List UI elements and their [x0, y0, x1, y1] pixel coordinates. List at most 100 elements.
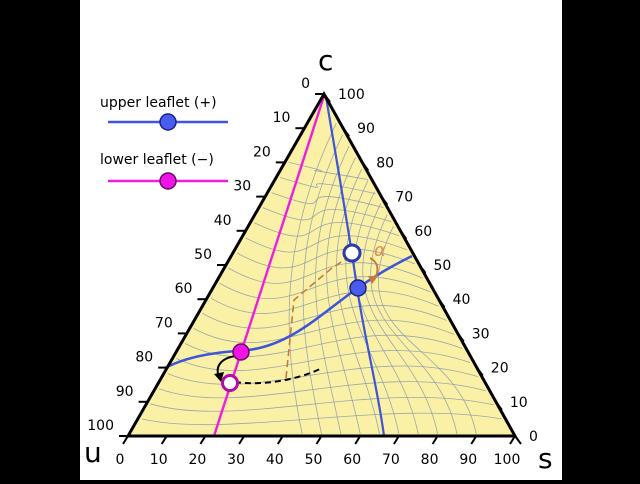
- contour-line: [141, 412, 502, 426]
- phase-triangle: [128, 94, 515, 436]
- left-tick-label: 50: [194, 247, 212, 263]
- left-tick-label: 40: [214, 213, 232, 229]
- contour-line: [202, 305, 447, 329]
- bottom-tick: [199, 435, 207, 445]
- right-tick-label: 30: [472, 326, 490, 342]
- legend-lower-marker: [159, 172, 177, 190]
- contour-line: [254, 222, 400, 237]
- trajectory-arrowhead: [214, 372, 224, 382]
- contour-line: [184, 334, 463, 358]
- contour-line: [210, 290, 439, 314]
- legend-upper-marker: [159, 113, 177, 131]
- contour-line: [193, 319, 455, 343]
- left-tick-label: 80: [135, 350, 153, 366]
- right-tick-label: 90: [357, 121, 375, 137]
- left-tick-label: 90: [116, 384, 134, 400]
- right-tick-label: 40: [453, 292, 471, 308]
- contour-lines: [141, 123, 502, 435]
- right-tick: [418, 264, 427, 274]
- bottom-tick: [393, 435, 400, 445]
- upper-leaflet-curve: [164, 254, 413, 370]
- bottom-tick-label: 50: [305, 452, 323, 468]
- right-tick: [437, 298, 446, 308]
- contour-line: [288, 123, 337, 435]
- bottom-tick-label: 70: [382, 452, 400, 468]
- contour-line: [354, 191, 419, 435]
- bottom-tick-label: 30: [227, 452, 245, 468]
- right-tick: [495, 401, 503, 411]
- lower-filled-marker: [232, 343, 250, 361]
- bottom-tick: [276, 435, 284, 445]
- left-tick-label: 60: [175, 281, 193, 297]
- upper-open-marker: [342, 243, 362, 263]
- bottom-tick: [238, 435, 245, 445]
- left-tick-label: 10: [273, 110, 291, 126]
- right-tick-label: 10: [510, 395, 528, 411]
- angle-arrowhead: [368, 276, 378, 284]
- contour-line: [245, 235, 408, 253]
- tie-trajectory: [285, 254, 353, 379]
- right-tick: [475, 367, 484, 377]
- lower-open-marker: [221, 374, 239, 392]
- contour-line: [370, 214, 458, 435]
- right-tick-label: 100: [338, 87, 365, 103]
- bottom-tick: [509, 435, 516, 445]
- right-tick: [361, 161, 370, 171]
- right-tick: [380, 196, 389, 206]
- left-tick-label: 70: [155, 315, 173, 331]
- contour-line: [176, 350, 471, 372]
- legend-upper-label: upper leaflet (+): [100, 95, 217, 111]
- right-tick: [514, 435, 522, 445]
- trajectory-dashed: [234, 367, 323, 385]
- contour-line: [378, 225, 477, 435]
- bottom-tick: [160, 435, 168, 445]
- upper-filled-marker: [349, 279, 367, 297]
- bottom-tick: [315, 435, 323, 445]
- bottom-tick-label: 0: [116, 452, 125, 468]
- contour-line: [167, 365, 478, 385]
- contour-line: [326, 157, 361, 435]
- right-tick-label: 20: [491, 361, 509, 377]
- vertex-label-c: c: [318, 44, 333, 77]
- right-tick-label: 80: [376, 155, 394, 171]
- bottom-tick: [470, 435, 478, 445]
- right-tick: [323, 93, 331, 103]
- right-tick-label: 70: [395, 190, 413, 206]
- contour-line: [288, 162, 368, 180]
- contour-line: [362, 202, 438, 435]
- contour-line: [345, 180, 400, 435]
- vertex-label-u: u: [84, 436, 102, 469]
- right-tick-label: 60: [414, 224, 432, 240]
- bottom-tick: [354, 435, 362, 445]
- bottom-tick-label: 10: [150, 452, 168, 468]
- bottom-tick-label: 90: [459, 452, 477, 468]
- right-tick-label: 50: [434, 258, 452, 274]
- left-tick-label: 30: [233, 179, 251, 195]
- bottom-tick-label: 80: [421, 452, 439, 468]
- vertex-label-s: s: [538, 442, 553, 475]
- contour-line: [150, 396, 494, 412]
- bottom-tick: [431, 435, 439, 445]
- left-tick-label: 0: [301, 76, 310, 92]
- angle-label: α: [374, 240, 386, 261]
- right-tick: [399, 230, 408, 240]
- bottom-tick-label: 40: [266, 452, 284, 468]
- right-tick: [342, 127, 350, 137]
- left-tick-label: 20: [253, 144, 271, 160]
- bottom-tick-label: 100: [494, 452, 521, 468]
- right-tick: [456, 332, 465, 342]
- contour-line: [315, 145, 350, 435]
- contour-line: [158, 381, 486, 399]
- tick-marks: 0102030405060708090100010203040506070809…: [87, 76, 538, 468]
- bottom-tick-label: 60: [343, 452, 361, 468]
- contour-line: [228, 262, 423, 284]
- contour-line: [236, 248, 416, 269]
- left-tick-label: 100: [87, 418, 114, 434]
- right-tick-label: 0: [529, 429, 538, 445]
- contour-line: [271, 192, 384, 209]
- legend-lower-label: lower leaflet (−): [100, 152, 214, 168]
- bottom-tick-label: 20: [188, 452, 206, 468]
- bottom-tick: [122, 435, 129, 445]
